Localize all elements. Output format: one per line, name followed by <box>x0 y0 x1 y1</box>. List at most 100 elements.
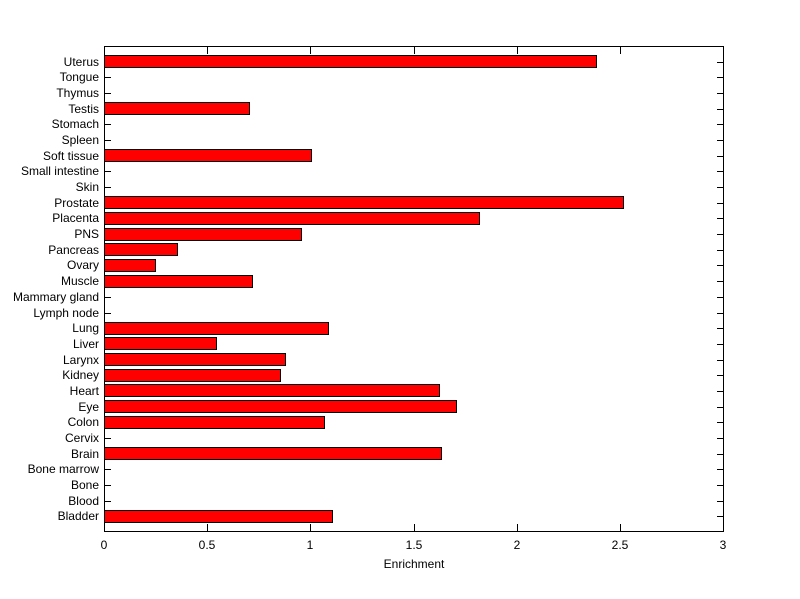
bar-pns <box>104 228 302 241</box>
bar-ovary <box>104 259 156 272</box>
y-label-prostate: Prostate <box>54 196 99 210</box>
x-tick-top-1 <box>207 47 208 54</box>
bar-liver <box>104 337 217 350</box>
y-label-spleen: Spleen <box>61 133 99 147</box>
y-label-lymph-node: Lymph node <box>33 306 99 320</box>
y-label-ovary: Ovary <box>66 258 99 272</box>
y-tick-left-cervix <box>105 438 111 439</box>
y-label-kidney: Kidney <box>62 368 99 382</box>
y-tick-left-blood <box>105 501 111 502</box>
x-tick-label-4: 2 <box>513 538 521 552</box>
y-tick-left-thymus <box>105 93 111 94</box>
bar-eye <box>104 400 457 413</box>
y-tick-right-skin <box>717 187 723 188</box>
bar-prostate <box>104 196 624 209</box>
x-tick-top-0 <box>104 47 105 54</box>
y-tick-left-skin <box>105 187 111 188</box>
x-tick-bottom-6 <box>723 524 724 531</box>
y-label-small-intestine: Small intestine <box>20 164 99 178</box>
y-tick-right-bone <box>717 485 723 486</box>
y-label-thymus: Thymus <box>56 86 99 100</box>
bar-pancreas <box>104 243 178 256</box>
y-label-stomach: Stomach <box>51 117 99 131</box>
y-tick-right-uterus <box>717 62 723 63</box>
x-tick-bottom-4 <box>517 524 518 531</box>
y-tick-right-liver <box>717 344 723 345</box>
bar-placenta <box>104 212 480 225</box>
y-tick-right-bladder <box>717 516 723 517</box>
x-tick-label-0: 0 <box>100 538 108 552</box>
bar-uterus <box>104 55 597 68</box>
y-label-colon: Colon <box>67 415 99 429</box>
y-tick-right-tongue <box>717 77 723 78</box>
y-label-skin: Skin <box>75 180 99 194</box>
y-tick-left-bone <box>105 485 111 486</box>
bar-heart <box>104 384 440 397</box>
x-axis-title: Enrichment <box>383 557 445 571</box>
x-tick-top-4 <box>517 47 518 54</box>
y-tick-right-eye <box>717 407 723 408</box>
y-label-bladder: Bladder <box>57 509 99 523</box>
y-tick-right-prostate <box>717 203 723 204</box>
y-label-soft-tissue: Soft tissue <box>42 149 99 163</box>
x-tick-bottom-1 <box>207 524 208 531</box>
y-tick-right-pancreas <box>717 250 723 251</box>
y-label-blood: Blood <box>68 494 99 508</box>
y-tick-right-testis <box>717 109 723 110</box>
x-tick-label-5: 2.5 <box>611 538 629 552</box>
y-tick-left-mammary-gland <box>105 297 111 298</box>
bar-brain <box>104 447 442 460</box>
y-tick-left-spleen <box>105 140 111 141</box>
bar-larynx <box>104 353 286 366</box>
y-tick-left-tongue <box>105 77 111 78</box>
y-tick-right-spleen <box>717 140 723 141</box>
y-tick-right-pns <box>717 234 723 235</box>
x-tick-label-2: 1 <box>306 538 314 552</box>
y-label-liver: Liver <box>72 337 99 351</box>
y-label-muscle: Muscle <box>60 274 99 288</box>
y-label-tongue: Tongue <box>59 70 99 84</box>
y-label-mammary-gland: Mammary gland <box>12 290 99 304</box>
y-label-uterus: Uterus <box>63 55 99 69</box>
y-label-lung: Lung <box>72 321 99 335</box>
x-tick-top-5 <box>620 47 621 54</box>
y-tick-left-stomach <box>105 124 111 125</box>
x-tick-label-3: 1.5 <box>405 538 423 552</box>
y-tick-left-lymph-node <box>105 313 111 314</box>
y-label-eye: Eye <box>78 400 99 414</box>
y-label-placenta: Placenta <box>52 211 99 225</box>
y-label-bone: Bone <box>70 478 99 492</box>
y-tick-right-brain <box>717 454 723 455</box>
y-tick-right-small-intestine <box>717 171 723 172</box>
bar-testis <box>104 102 250 115</box>
y-tick-right-cervix <box>717 438 723 439</box>
y-tick-right-mammary-gland <box>717 297 723 298</box>
x-tick-top-2 <box>310 47 311 54</box>
y-label-testis: Testis <box>68 102 99 116</box>
y-label-heart: Heart <box>69 384 99 398</box>
y-tick-right-soft-tissue <box>717 156 723 157</box>
y-tick-right-bone-marrow <box>717 469 723 470</box>
bar-colon <box>104 416 325 429</box>
y-label-cervix: Cervix <box>64 431 99 445</box>
x-tick-bottom-5 <box>620 524 621 531</box>
x-tick-bottom-0 <box>104 524 105 531</box>
y-label-bone-marrow: Bone marrow <box>27 462 99 476</box>
y-tick-right-blood <box>717 501 723 502</box>
x-tick-bottom-2 <box>310 524 311 531</box>
x-tick-top-6 <box>723 47 724 54</box>
y-tick-right-lymph-node <box>717 313 723 314</box>
y-tick-left-bone-marrow <box>105 469 111 470</box>
y-tick-right-colon <box>717 422 723 423</box>
bar-soft-tissue <box>104 149 312 162</box>
y-label-pancreas: Pancreas <box>48 243 99 257</box>
y-tick-right-stomach <box>717 124 723 125</box>
x-tick-label-1: 0.5 <box>198 538 216 552</box>
y-tick-right-kidney <box>717 375 723 376</box>
x-tick-top-3 <box>414 47 415 54</box>
y-tick-right-thymus <box>717 93 723 94</box>
y-label-brain: Brain <box>70 447 99 461</box>
y-tick-right-ovary <box>717 265 723 266</box>
y-tick-left-small-intestine <box>105 171 111 172</box>
